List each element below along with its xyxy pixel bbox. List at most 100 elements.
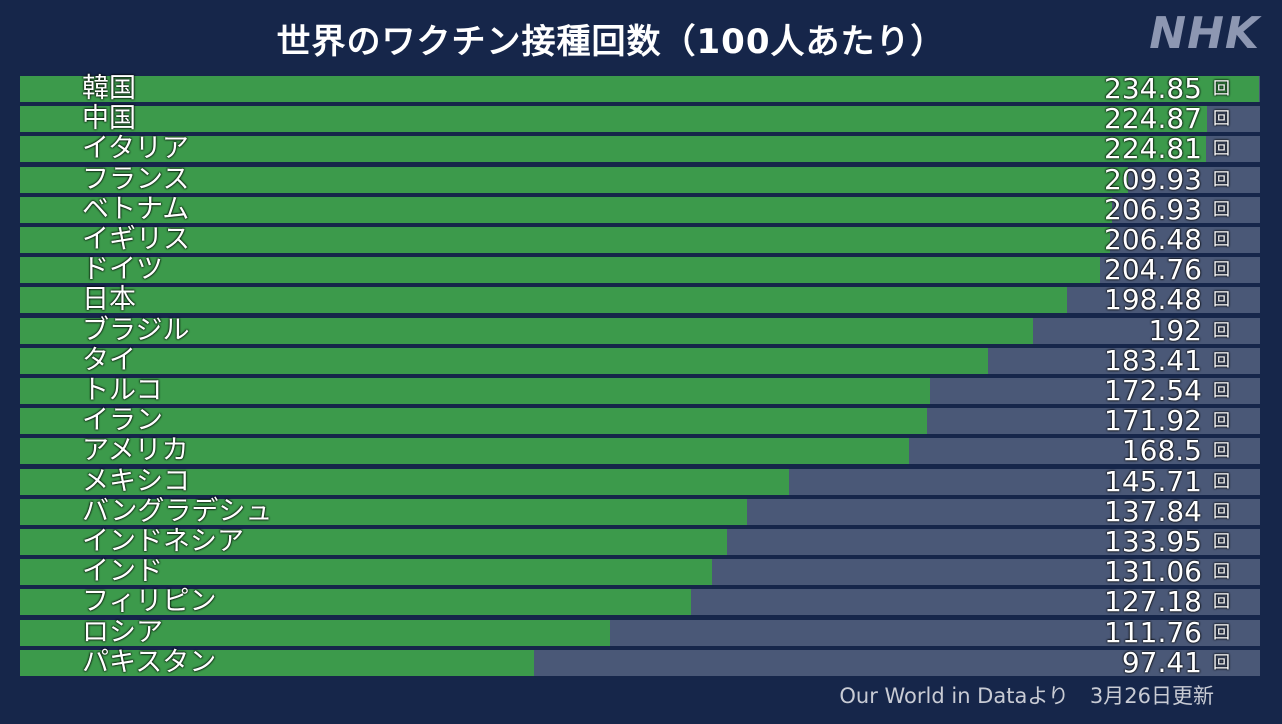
bar bbox=[20, 408, 928, 435]
bar-row: ロシア 111.76 回 bbox=[20, 615, 1260, 649]
value-label: 224.87 bbox=[1104, 102, 1202, 136]
bar bbox=[20, 257, 1101, 284]
category-label: ドイツ bbox=[82, 254, 163, 286]
category-label: 中国 bbox=[82, 103, 136, 135]
category-label: メキシコ bbox=[82, 465, 190, 497]
value-label: 204.76 bbox=[1104, 253, 1202, 287]
value-label: 137.84 bbox=[1104, 494, 1202, 528]
unit-label: 回 bbox=[1213, 79, 1230, 99]
value-label: 133.95 bbox=[1104, 525, 1202, 558]
unit-label: 回 bbox=[1213, 562, 1230, 583]
unit-label: 回 bbox=[1213, 169, 1230, 190]
unit-label: 回 bbox=[1213, 411, 1230, 432]
bar-chart: 韓国 234.85 回中国 224.87 回イタリア 224.81 回フランス 209.93 回… bbox=[20, 72, 1260, 680]
bar bbox=[20, 498, 748, 525]
bar bbox=[20, 649, 534, 676]
value-label: 224.81 bbox=[1104, 132, 1202, 166]
category-label: インドネシア bbox=[82, 526, 244, 557]
bar-row: 中国 224.87 回 bbox=[20, 102, 1260, 136]
unit-label: 回 bbox=[1213, 260, 1230, 281]
bar bbox=[20, 438, 910, 465]
category-label: イタリア bbox=[82, 133, 189, 165]
category-label: パキスタン bbox=[82, 646, 217, 678]
value-label: 127.18 bbox=[1104, 585, 1202, 619]
unit-label: 回 bbox=[1213, 441, 1230, 462]
unit-label: 回 bbox=[1213, 350, 1230, 371]
category-label: ロシア bbox=[82, 616, 163, 648]
bar-row: イラン 171.92 回 bbox=[20, 404, 1260, 438]
bar-row: フィリピン 127.18 回 bbox=[20, 585, 1260, 619]
bar bbox=[20, 468, 789, 495]
bar bbox=[20, 378, 931, 404]
bar-row: トルコ 172.54 回 bbox=[20, 374, 1260, 407]
category-label: タイ bbox=[82, 344, 136, 376]
bar bbox=[20, 76, 1260, 102]
bar-row: インドネシア 133.95 回 bbox=[20, 525, 1260, 558]
bar-row: ベトナム 206.93 回 bbox=[20, 192, 1260, 226]
bar bbox=[20, 227, 1110, 253]
bar-row: タイ 183.41 回 bbox=[20, 343, 1260, 377]
bar-row: 日本 198.48 回 bbox=[20, 283, 1260, 317]
bar bbox=[20, 106, 1207, 133]
category-label: バングラデシュ bbox=[82, 495, 273, 527]
bar-row: フランス 209.93 回 bbox=[20, 163, 1260, 195]
unit-label: 回 bbox=[1213, 139, 1230, 160]
bar-row: パキスタン 97.41 回 bbox=[20, 645, 1260, 679]
chart-title: 世界のワクチン接種回数（100人あたり） bbox=[276, 22, 946, 62]
bar bbox=[20, 287, 1068, 314]
bar-row: イタリア 224.81 回 bbox=[20, 132, 1260, 166]
bar bbox=[20, 589, 692, 616]
bar-row: イギリス 206.48 回 bbox=[20, 223, 1260, 256]
unit-label: 回 bbox=[1213, 320, 1230, 341]
nhk-logo: NHK bbox=[1149, 8, 1260, 59]
bar-row: 韓国 234.85 回 bbox=[20, 72, 1260, 105]
value-label: 171.92 bbox=[1104, 404, 1202, 438]
category-label: アメリカ bbox=[82, 435, 189, 467]
category-label: 日本 bbox=[82, 284, 136, 316]
category-label: フィリピン bbox=[82, 586, 217, 618]
source-note: Our World in Dataより 3月26日更新 bbox=[839, 684, 1214, 708]
value-label: 183.41 bbox=[1104, 343, 1202, 377]
category-label: ベトナム bbox=[82, 193, 190, 225]
bar-row: メキシコ 145.71 回 bbox=[20, 464, 1260, 498]
unit-label: 回 bbox=[1213, 532, 1230, 552]
bar bbox=[20, 196, 1112, 223]
bar-row: ドイツ 204.76 回 bbox=[20, 253, 1260, 287]
value-label: 131.06 bbox=[1104, 555, 1202, 589]
category-label: イラン bbox=[82, 405, 163, 437]
bar-row: インド 131.06 回 bbox=[20, 555, 1260, 589]
unit-label: 回 bbox=[1213, 471, 1230, 492]
bar bbox=[20, 529, 727, 555]
unit-label: 回 bbox=[1213, 622, 1230, 643]
unit-label: 回 bbox=[1213, 501, 1230, 522]
value-label: 97.41 bbox=[1121, 645, 1202, 679]
category-label: ブラジル bbox=[82, 314, 190, 346]
category-label: インド bbox=[82, 556, 163, 588]
category-label: フランス bbox=[82, 163, 190, 195]
bar bbox=[20, 619, 610, 646]
value-label: 172.54 bbox=[1104, 374, 1202, 407]
bar bbox=[20, 166, 1128, 193]
bar-row: アメリカ 168.5 回 bbox=[20, 434, 1260, 468]
bar-row: バングラデシュ 137.84 回 bbox=[20, 494, 1260, 528]
bar-row: ブラジル 192 回 bbox=[20, 313, 1260, 347]
value-label: 206.93 bbox=[1104, 192, 1202, 226]
category-label: イギリス bbox=[82, 224, 190, 255]
category-label: 韓国 bbox=[82, 73, 136, 104]
value-label: 111.76 bbox=[1104, 615, 1202, 649]
unit-label: 回 bbox=[1213, 230, 1230, 250]
value-label: 192 bbox=[1148, 313, 1202, 347]
unit-label: 回 bbox=[1213, 199, 1230, 220]
value-label: 234.85 bbox=[1104, 72, 1202, 105]
bar bbox=[20, 136, 1207, 163]
bar bbox=[20, 317, 1034, 344]
unit-label: 回 bbox=[1213, 109, 1230, 130]
unit-label: 回 bbox=[1213, 652, 1230, 673]
bar bbox=[20, 559, 712, 586]
value-label: 206.48 bbox=[1104, 223, 1202, 256]
value-label: 168.5 bbox=[1121, 434, 1202, 468]
value-label: 198.48 bbox=[1104, 283, 1202, 317]
value-label: 145.71 bbox=[1104, 464, 1202, 498]
unit-label: 回 bbox=[1213, 381, 1230, 401]
unit-label: 回 bbox=[1213, 592, 1230, 613]
